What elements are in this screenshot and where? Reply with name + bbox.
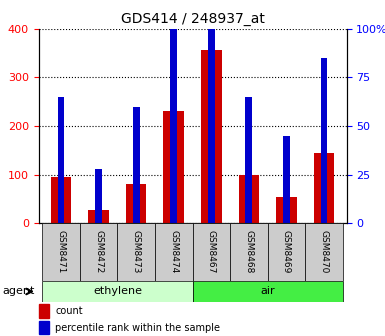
- Bar: [42, 223, 80, 281]
- Text: GSM8474: GSM8474: [169, 230, 178, 274]
- Bar: [38, 304, 49, 318]
- Text: GSM8469: GSM8469: [282, 230, 291, 274]
- Bar: [208, 0, 215, 223]
- Bar: [314, 153, 334, 223]
- Bar: [230, 223, 268, 281]
- Bar: [305, 223, 343, 281]
- Bar: [117, 223, 155, 281]
- Bar: [51, 177, 71, 223]
- Text: percentile rank within the sample: percentile rank within the sample: [55, 323, 221, 333]
- Bar: [276, 197, 297, 223]
- Text: GSM8472: GSM8472: [94, 230, 103, 274]
- Bar: [42, 281, 192, 302]
- Text: agent: agent: [2, 287, 34, 296]
- Bar: [58, 97, 64, 223]
- Bar: [163, 112, 184, 223]
- Bar: [239, 175, 259, 223]
- Text: ethylene: ethylene: [93, 287, 142, 296]
- Bar: [201, 50, 222, 223]
- Text: GSM8468: GSM8468: [244, 230, 253, 274]
- Bar: [126, 184, 146, 223]
- Bar: [192, 281, 343, 302]
- Bar: [321, 58, 327, 223]
- Bar: [268, 223, 305, 281]
- Text: air: air: [260, 287, 275, 296]
- Bar: [246, 97, 252, 223]
- Bar: [38, 321, 49, 334]
- Text: GSM8473: GSM8473: [132, 230, 141, 274]
- Bar: [95, 169, 102, 223]
- Bar: [133, 107, 139, 223]
- Text: GSM8470: GSM8470: [320, 230, 328, 274]
- Text: GSM8471: GSM8471: [57, 230, 65, 274]
- Bar: [155, 223, 192, 281]
- Bar: [80, 223, 117, 281]
- Text: count: count: [55, 306, 83, 316]
- Title: GDS414 / 248937_at: GDS414 / 248937_at: [121, 12, 264, 26]
- Bar: [192, 223, 230, 281]
- Bar: [170, 29, 177, 223]
- Bar: [88, 210, 109, 223]
- Text: GSM8467: GSM8467: [207, 230, 216, 274]
- Bar: [283, 136, 290, 223]
